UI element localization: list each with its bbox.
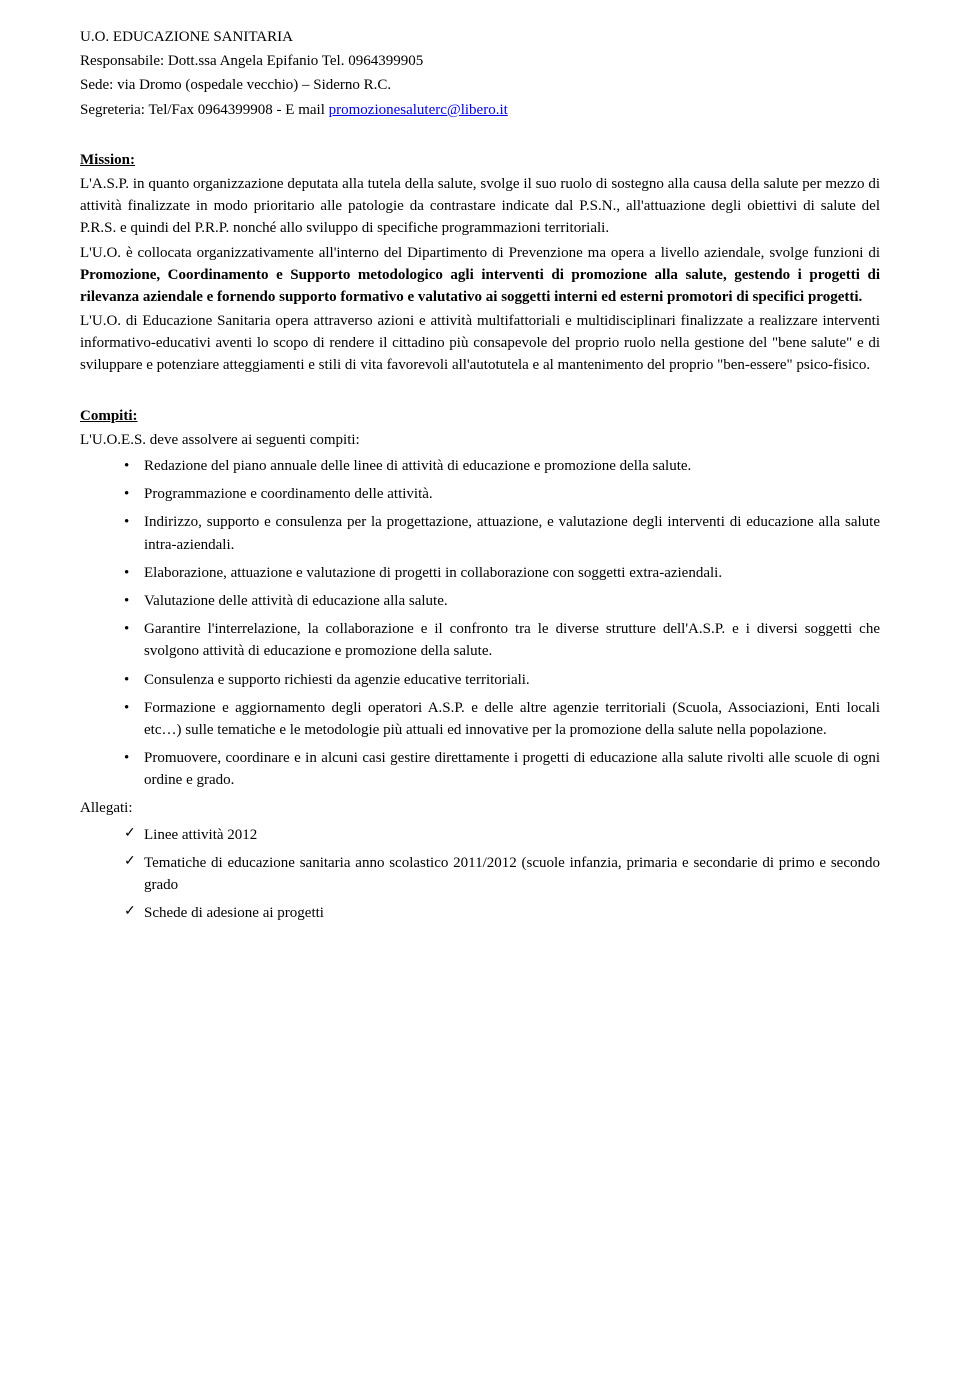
mission-paragraph-2: L'U.O. è collocata organizzativamente al… xyxy=(80,242,880,309)
compiti-item: Formazione e aggiornamento degli operato… xyxy=(124,697,880,747)
compiti-item: Programmazione e coordinamento delle att… xyxy=(124,483,880,511)
compiti-item: Valutazione delle attività di educazione… xyxy=(124,590,880,618)
compiti-item: Promuovere, coordinare e in alcuni casi … xyxy=(124,747,880,797)
compiti-item: Elaborazione, attuazione e valutazione d… xyxy=(124,562,880,590)
mission-p2-pre: L'U.O. è collocata organizzativamente al… xyxy=(80,245,880,261)
compiti-heading: Compiti: xyxy=(80,405,880,427)
mission-heading: Mission: xyxy=(80,149,880,171)
mission-p2-bold: Promozione, Coordinamento e Supporto met… xyxy=(80,267,880,305)
allegati-item: Tematiche di educazione sanitaria anno s… xyxy=(124,852,880,902)
segreteria-email-link[interactable]: promozionesaluterc@libero.it xyxy=(329,102,508,118)
allegati-item: Schede di adesione ai progetti xyxy=(124,902,880,930)
allegati-heading: Allegati: xyxy=(80,797,880,819)
segreteria-prefix: Segreteria: Tel/Fax 0964399908 - E mail xyxy=(80,102,329,118)
allegati-item: Linee attività 2012 xyxy=(124,824,880,852)
compiti-list: Redazione del piano annuale delle linee … xyxy=(80,455,880,797)
org-unit: U.O. EDUCAZIONE SANITARIA xyxy=(80,26,880,48)
mission-paragraph-3: L'U.O. di Educazione Sanitaria opera att… xyxy=(80,310,880,377)
sede: Sede: via Dromo (ospedale vecchio) – Sid… xyxy=(80,74,880,96)
compiti-item: Indirizzo, supporto e consulenza per la … xyxy=(124,511,880,561)
compiti-intro: L'U.O.E.S. deve assolvere ai seguenti co… xyxy=(80,429,880,451)
responsabile: Responsabile: Dott.ssa Angela Epifanio T… xyxy=(80,50,880,72)
page: U.O. EDUCAZIONE SANITARIA Responsabile: … xyxy=(0,0,960,970)
compiti-item: Garantire l'interrelazione, la collabora… xyxy=(124,618,880,668)
allegati-list: Linee attività 2012 Tematiche di educazi… xyxy=(80,824,880,931)
mission-paragraph-1: L'A.S.P. in quanto organizzazione deputa… xyxy=(80,173,880,240)
compiti-item: Redazione del piano annuale delle linee … xyxy=(124,455,880,483)
compiti-item: Consulenza e supporto richiesti da agenz… xyxy=(124,669,880,697)
segreteria-line: Segreteria: Tel/Fax 0964399908 - E mail … xyxy=(80,99,880,121)
